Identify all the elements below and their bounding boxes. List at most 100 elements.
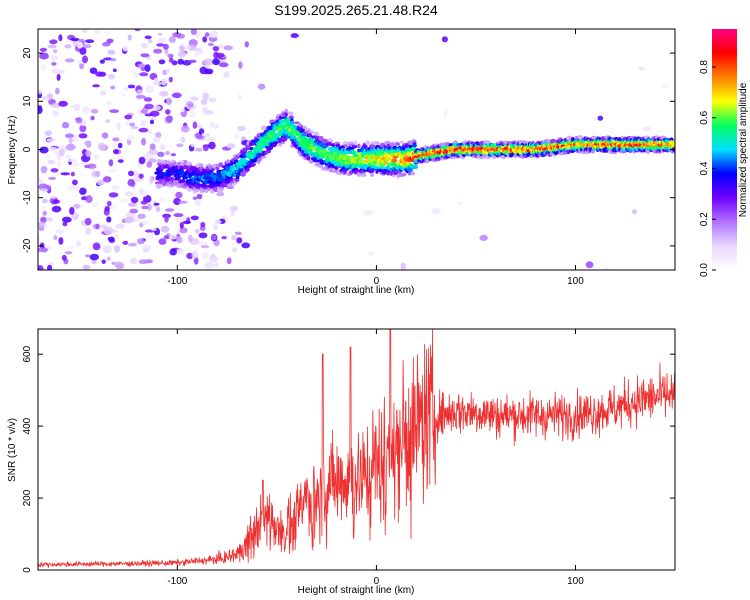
spectrogram-blob [73,203,80,209]
spectrogram-ridge-point [260,125,268,131]
spectrogram-ridge-point [395,142,401,146]
spectrogram-blob [105,119,111,123]
spectrogram-blob [38,247,46,253]
spectrogram-blob [52,110,59,117]
spectrogram-blob [160,197,165,203]
spectrogram-blob [173,213,184,218]
spectrogram-blob [101,259,106,264]
spectrogram-blob [108,192,119,198]
spectrogram-ridge-point [179,170,185,174]
spectrogram-blob [169,248,177,256]
spectrogram-ridge-point [230,165,234,170]
spectrogram-blob [192,196,198,200]
spectrogram-blob [70,104,75,109]
spectrogram-blob [70,171,75,177]
spectrogram-ridge-point [357,143,361,149]
spectrogram-blob [146,203,152,211]
spectrogram-blob [123,87,130,91]
spectrogram-blob [195,148,203,152]
spectrogram-blob [53,49,58,54]
spectrogram-blob [238,61,243,69]
spectrogram-blob [221,236,227,240]
spectrogram-blob [56,73,61,81]
spectrogram-blob [110,204,116,210]
spectrogram-x-label: Height of straight line (km) [298,285,415,296]
spectrogram-blob [82,44,92,49]
spectrogram-blob [167,53,174,58]
spectrogram-blob [107,49,116,55]
spectrogram-ridge-point [327,138,333,142]
spectrogram-blob [159,90,169,97]
spectrogram-blob [42,95,49,101]
spectrogram-blob [638,66,646,71]
spectrogram-blob [119,198,129,203]
spectrogram-blob [166,97,172,106]
spectrogram-blob [106,38,114,44]
spectrogram-blob [138,127,149,133]
spectrogram-blob [241,242,251,249]
spectrogram-ridge-point [155,183,162,189]
spectrogram-blob [107,236,115,241]
spectrogram-ridge-point [334,165,339,170]
spectrogram-blob [140,53,150,58]
spectrogram-blob [50,168,59,173]
spectrogram-blob [103,226,113,235]
spectrogram-blob [204,71,213,75]
spectrogram-blob [128,242,137,247]
spectrogram-blob [124,216,135,224]
spectrogram-blob [226,257,232,265]
spectrogram-blob [42,210,47,216]
x-tick-label: 100 [567,276,584,287]
spectrogram-ridge-point [379,151,384,155]
spectrogram-blob [44,223,48,229]
spectrogram-blob [95,71,103,77]
spectrogram-blob [124,191,134,197]
spectrogram-blob [479,234,489,241]
spectrogram-blob [46,217,53,222]
spectrogram-blob [597,115,604,121]
spectrogram-blob [202,144,209,152]
spectrogram-blob [46,138,56,142]
spectrogram-blob [65,154,71,159]
spectrogram-blob [158,59,166,65]
spectrogram-blob [162,43,169,50]
y-tick-label: 10 [22,95,33,107]
spectrogram-ridge-point [249,146,254,151]
spectrogram-blob [106,257,111,261]
snr-frame [37,328,676,571]
spectrogram-ridge-point [226,179,231,184]
spectrogram-ridge-point [412,164,418,168]
chart-title: S199.2025.265.21.48.R24 [274,2,438,18]
spectrogram-ridge-point [407,171,412,176]
x-tick-label: -100 [167,276,187,287]
spectrogram-blob [111,261,116,265]
spectrogram-blob [231,235,238,241]
spectrogram-blob [140,200,148,205]
spectrogram-blob [38,106,43,114]
spectrogram-blob [363,210,373,216]
spectrogram-blob [164,215,169,223]
spectrogram-blob [128,170,134,177]
spectrogram-blob [130,196,139,204]
spectrogram-blob [44,155,50,160]
spectrogram-blob [209,30,218,39]
spectrogram-blob [62,221,68,227]
spectrogram-blob [457,201,463,206]
spectrogram-blob [165,150,170,156]
spectrogram-blob [148,149,158,156]
spectrogram-ridge-point [273,141,279,145]
spectrogram-blob [145,85,155,94]
spectrogram-blob [137,63,146,68]
spectrogram-blob [58,237,64,245]
spectrogram-blob [209,121,214,128]
spectrogram-blob [137,238,145,245]
spectrogram-blob [179,222,184,229]
spectrogram-blob [149,110,160,117]
y-tick-label: 400 [22,417,33,434]
spectrogram-blob [97,179,105,186]
spectrogram-blob [165,68,170,75]
spectrogram-blob [112,68,117,73]
spectrogram-blob [204,32,210,37]
spectrogram-ridge-point [228,173,232,177]
spectrogram-blob [79,62,84,70]
